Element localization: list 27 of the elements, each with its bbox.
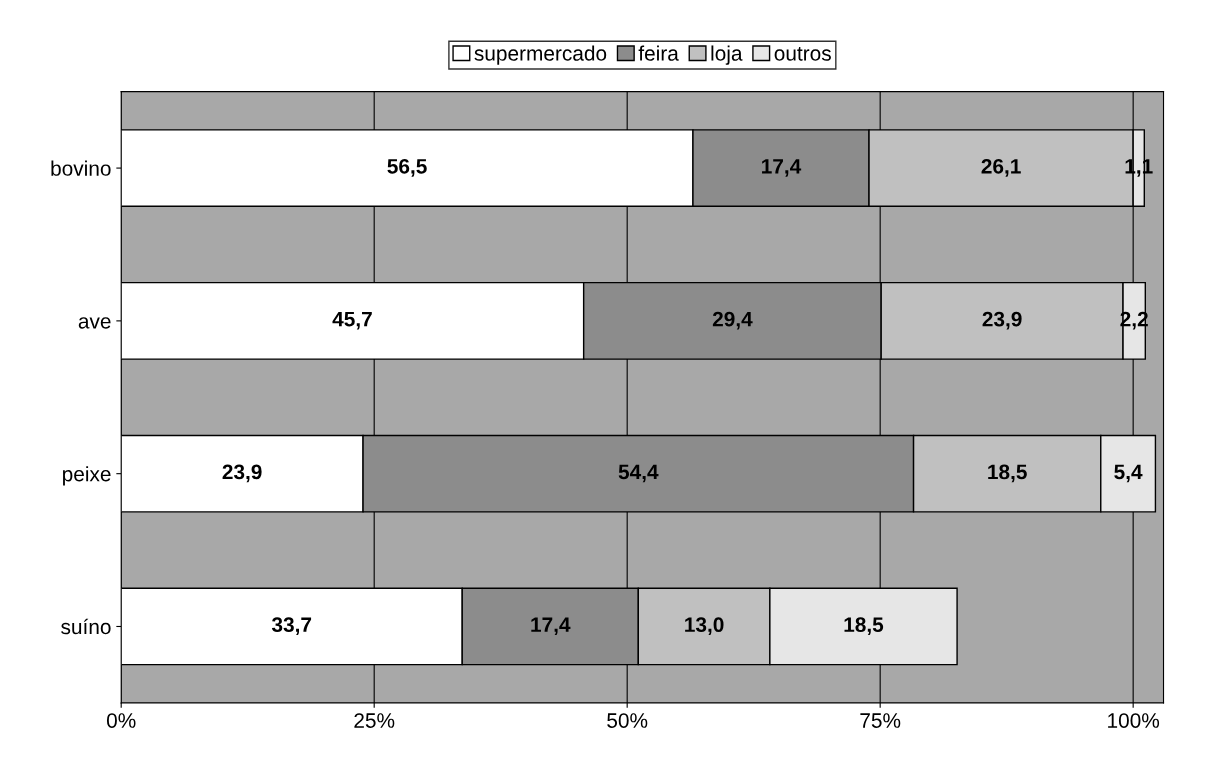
y-tick-label: peixe bbox=[63, 466, 111, 486]
x-tick-label: 0% bbox=[106, 713, 136, 728]
x-tick-label: 25% bbox=[354, 713, 395, 728]
data-label: 45,7 bbox=[332, 311, 372, 330]
y-tick-label: bovino bbox=[51, 160, 111, 176]
data-label: 54,4 bbox=[618, 464, 659, 483]
legend-label: supermercado bbox=[474, 45, 607, 65]
legend-label: loja bbox=[711, 45, 743, 65]
x-tick-label: 75% bbox=[860, 713, 901, 728]
x-tick-label: 50% bbox=[607, 713, 648, 728]
data-label: 18,5 bbox=[844, 617, 884, 636]
y-tick-label: suíno bbox=[61, 618, 111, 635]
data-label: 23,9 bbox=[982, 311, 1022, 330]
data-label: 23,9 bbox=[222, 464, 262, 483]
data-label: 29,4 bbox=[712, 311, 753, 330]
legend-label: outros bbox=[774, 47, 831, 61]
data-label: 17,4 bbox=[762, 159, 802, 177]
x-tick-label: 100% bbox=[1108, 713, 1160, 728]
y-tick-label: ave bbox=[78, 317, 111, 329]
data-label: 5,4 bbox=[1114, 464, 1143, 483]
data-label: 56,5 bbox=[387, 158, 427, 177]
data-label: 33,7 bbox=[271, 617, 312, 636]
data-label: 13,0 bbox=[685, 617, 724, 636]
legend-label: feira bbox=[638, 45, 679, 61]
data-label: 18,5 bbox=[988, 464, 1027, 483]
data-label: 17,4 bbox=[531, 617, 571, 636]
data-label: 26,1 bbox=[981, 158, 1021, 177]
